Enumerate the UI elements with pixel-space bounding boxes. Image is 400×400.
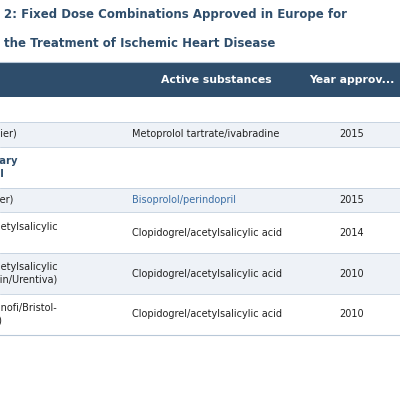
Text: Clopidogrel/acetylsalicylic acid: Clopidogrel/acetylsalicylic acid [132, 310, 282, 319]
Text: Implicor (Servier): Implicor (Servier) [0, 129, 17, 139]
Text: Metoprolol tartrate/ivabradine: Metoprolol tartrate/ivabradine [132, 129, 279, 139]
Bar [0, 147, 400, 188]
Text: 2014: 2014 [340, 228, 364, 238]
Text: 2: Fixed Dose Combinations Approved in Europe for: 2: Fixed Dose Combinations Approved in E… [4, 8, 347, 21]
Bar [0, 122, 400, 147]
Bar [0, 294, 400, 335]
Bar [0, 188, 400, 212]
Bar [0, 62, 400, 97]
Text: Clopidogrel/acetylsalicylic acid: Clopidogrel/acetylsalicylic acid [132, 228, 282, 238]
Bar [0, 212, 400, 253]
Bar [0, 97, 400, 122]
Text: 2010: 2010 [340, 310, 364, 319]
Text: Acute coronary
syndrome/MI: Acute coronary syndrome/MI [0, 156, 18, 178]
Text: Year approv...: Year approv... [309, 74, 395, 84]
Text: 2015: 2015 [340, 129, 364, 139]
Text: Cosyrel (Servier): Cosyrel (Servier) [0, 195, 13, 205]
Text: Bisoprolol/perindopril: Bisoprolol/perindopril [132, 195, 236, 205]
Text: Clopidogrel/acetylsalicylic acid: Clopidogrel/acetylsalicylic acid [132, 269, 282, 278]
Text: Active substances: Active substances [161, 74, 271, 84]
Text: 2010: 2010 [340, 269, 364, 278]
Text: Duoplavin (Sanofi/Bristol-
Myers Squibb): Duoplavin (Sanofi/Bristol- Myers Squibb) [0, 303, 57, 326]
Bar [0, 253, 400, 294]
Text: 2015: 2015 [340, 195, 364, 205]
Text: Clopidogrel/acetylsalicylic
acid (Duoplavin/Urentiva): Clopidogrel/acetylsalicylic acid (Duopla… [0, 262, 59, 285]
Text: Clopidogrel/acetylsalicylic
acid (generic): Clopidogrel/acetylsalicylic acid (generi… [0, 222, 59, 244]
Text: the Treatment of Ischemic Heart Disease: the Treatment of Ischemic Heart Disease [4, 37, 275, 50]
